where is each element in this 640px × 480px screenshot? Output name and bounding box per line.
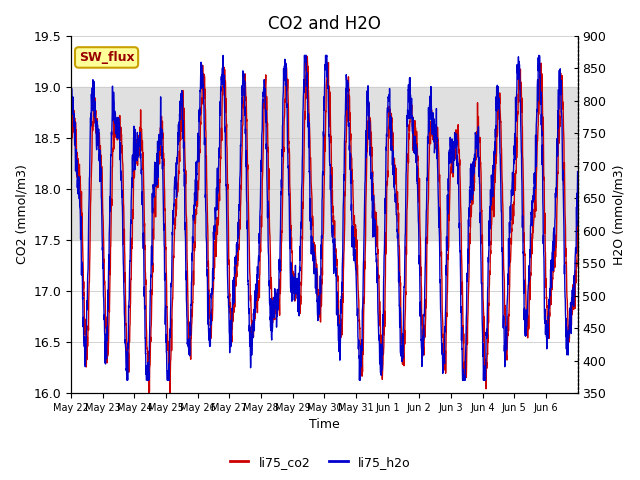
- Y-axis label: CO2 (mmol/m3): CO2 (mmol/m3): [15, 165, 28, 264]
- Text: SW_flux: SW_flux: [79, 51, 134, 64]
- Y-axis label: H2O (mmol/m3): H2O (mmol/m3): [612, 164, 625, 265]
- Title: CO2 and H2O: CO2 and H2O: [268, 15, 381, 33]
- Legend: li75_co2, li75_h2o: li75_co2, li75_h2o: [225, 451, 415, 474]
- Bar: [71, 87, 577, 240]
- X-axis label: Time: Time: [309, 419, 340, 432]
